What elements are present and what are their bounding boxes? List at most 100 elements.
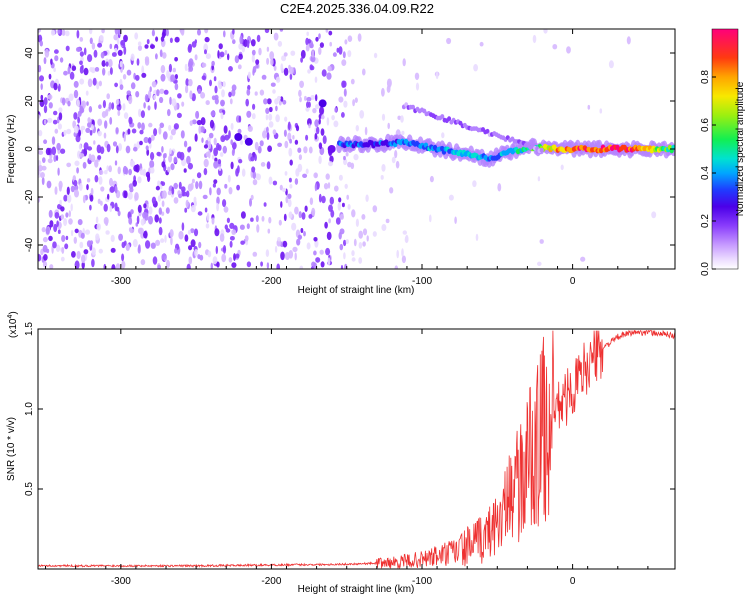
snr-x-label: Height of straight line (km) xyxy=(298,584,415,595)
spectrogram-cell xyxy=(241,45,245,53)
spectrogram-cell xyxy=(89,129,93,136)
spectrogram-cell xyxy=(301,212,306,220)
spectrogram-cell xyxy=(161,181,166,186)
spectrogram-cell xyxy=(89,240,94,246)
spectrogram-cell xyxy=(140,259,146,266)
spectrogram-cell xyxy=(362,68,366,76)
spectrogram-cell xyxy=(157,180,161,187)
spectrogram-cell xyxy=(76,250,81,260)
spectrogram-cell xyxy=(441,132,445,139)
spectrogram-cell xyxy=(308,123,311,129)
spectrogram-cell xyxy=(160,73,166,82)
spectrogram-cell xyxy=(220,100,225,107)
spectrogram-cell xyxy=(80,232,85,239)
spectrogram-cell xyxy=(283,52,288,57)
spectrogram-cell xyxy=(341,80,346,88)
spectrogram-cell xyxy=(312,108,317,114)
spectrogram-cell xyxy=(169,96,172,105)
spectrogram-cell xyxy=(197,211,203,216)
spectrogram-cell xyxy=(237,128,242,134)
spectrogram-cell xyxy=(184,207,188,213)
spectrogram-cell xyxy=(201,62,207,68)
spectrogram-cell xyxy=(270,82,276,87)
spectrogram-cell xyxy=(236,184,241,191)
spectrogram-cell xyxy=(159,184,163,190)
spectrogram-cell xyxy=(117,210,121,217)
spectrogram-cell xyxy=(199,126,205,133)
spectrogram-cell xyxy=(231,262,237,268)
spectrogram-cell xyxy=(65,235,69,241)
spectrogram-cell xyxy=(240,211,246,219)
chart-title: C2E4.2025.336.04.09.R22 xyxy=(280,1,434,16)
spectrogram-cell xyxy=(95,216,99,224)
spectrogram-cell xyxy=(61,29,66,36)
spectrogram-cell xyxy=(182,191,188,197)
spectrogram-cell xyxy=(284,116,288,122)
colorbar-ticks: 0.0 0.2 0.4 0.6 0.8 xyxy=(700,70,716,276)
spectrogram-cell xyxy=(400,115,404,123)
spectrogram-cell xyxy=(91,247,96,256)
spectrogram-cell xyxy=(260,261,263,267)
spectrogram-cell xyxy=(160,238,165,243)
spectrogram-cell xyxy=(40,248,44,256)
spectrogram-cell xyxy=(261,74,267,80)
spectrogram-cell xyxy=(211,60,215,67)
spectrogram-cell xyxy=(314,76,318,83)
spectrogram-cell xyxy=(222,199,227,208)
spectrogram-cell xyxy=(94,67,100,72)
spectrogram-cell xyxy=(315,104,320,110)
spectrogram-cell xyxy=(69,71,75,80)
spectrogram-cell xyxy=(96,81,100,90)
spectrogram-cell xyxy=(552,44,558,50)
spectrogram-cell xyxy=(269,51,275,60)
spectrogram-cell xyxy=(262,130,267,139)
spectrogram-cell xyxy=(51,146,57,156)
spectrogram-cell xyxy=(129,160,135,168)
spectrogram-cell xyxy=(66,162,72,168)
spectrogram-cell xyxy=(311,207,316,216)
spectrogram-cell xyxy=(186,155,191,165)
spectrogram-cell xyxy=(55,155,59,161)
spectrogram-cell xyxy=(194,249,198,257)
spectrogram-cell xyxy=(479,41,484,47)
spectrogram-cell xyxy=(315,94,318,102)
spectrogram-cell xyxy=(343,155,346,161)
spectrogram-cell xyxy=(247,84,251,91)
spectrogram-cell xyxy=(118,143,122,152)
spectrogram-cell xyxy=(290,50,296,56)
spectrogram-cell xyxy=(86,184,89,191)
spectrogram-cell xyxy=(115,263,121,269)
spectrogram-cell xyxy=(200,92,206,99)
spectrogram-cell xyxy=(81,254,86,264)
spectrogram-cell xyxy=(114,82,118,88)
spectrogram-cell xyxy=(77,116,80,124)
spectrogram-cell xyxy=(213,147,219,157)
spectrogram-cell xyxy=(167,166,171,173)
spectrogram-cell xyxy=(43,254,48,261)
spectrogram-cell xyxy=(327,65,332,72)
spectrogram-cell xyxy=(217,144,222,151)
spectrogram-cell xyxy=(211,217,215,225)
spectrogram-cell xyxy=(156,89,160,97)
spectrogram-cell xyxy=(246,223,250,230)
signal-ridge xyxy=(336,102,675,168)
spectrogram-cell xyxy=(203,158,209,168)
spectrogram-cell xyxy=(304,205,308,212)
spectrogram-cell xyxy=(198,180,203,190)
spectrogram-cell xyxy=(282,99,287,105)
ridge-branch-point xyxy=(411,104,415,110)
spectrogram-cell xyxy=(84,229,91,235)
spectrogram-cell xyxy=(52,119,58,125)
spectrogram-cell xyxy=(186,190,190,198)
spectrogram-cell xyxy=(78,144,82,150)
spectrogram-cell xyxy=(343,88,347,97)
spectrogram-cell xyxy=(188,58,194,67)
spectrogram-blob xyxy=(234,133,243,141)
spectrogram-cell xyxy=(289,159,293,166)
spectrogram-cell xyxy=(103,203,108,212)
spectrogram-cell xyxy=(395,160,400,169)
spectrogram-cell xyxy=(159,96,164,104)
x-tick-label: -300 xyxy=(111,276,131,287)
spectrogram-cell xyxy=(212,256,218,265)
spectrogram-cell xyxy=(143,230,148,239)
